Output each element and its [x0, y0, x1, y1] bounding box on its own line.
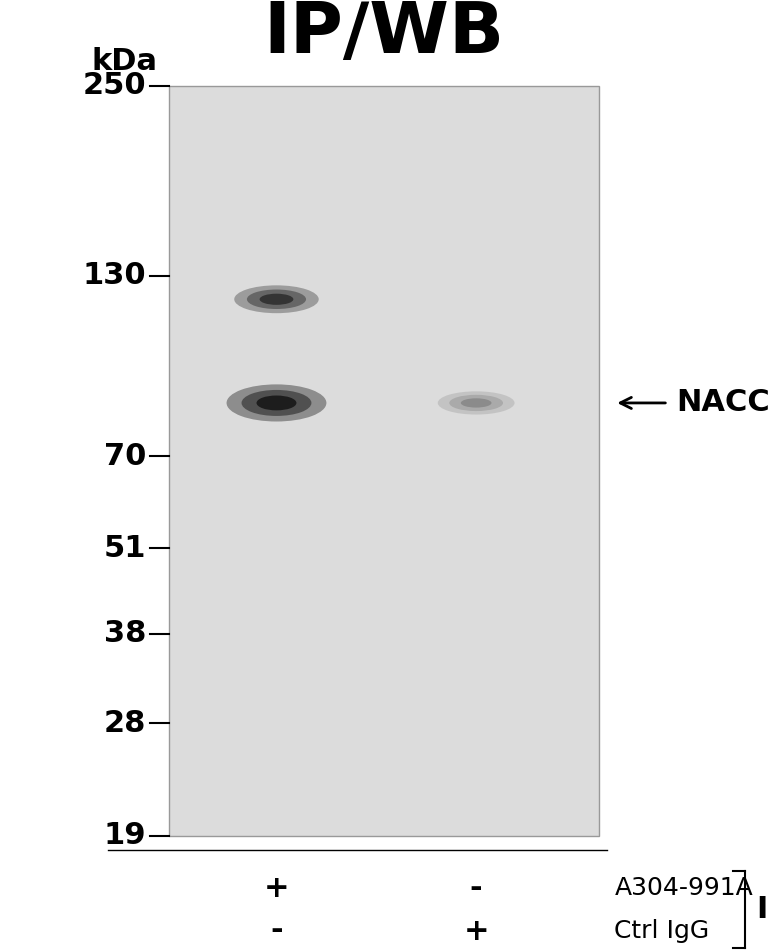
Ellipse shape [461, 398, 492, 408]
Ellipse shape [260, 294, 293, 305]
Ellipse shape [227, 385, 326, 422]
Ellipse shape [449, 395, 503, 411]
Ellipse shape [438, 391, 515, 414]
Text: kDa: kDa [91, 48, 157, 76]
Text: IP: IP [756, 895, 768, 924]
Text: 70: 70 [104, 442, 146, 471]
Text: IP/WB: IP/WB [263, 0, 505, 67]
Text: 28: 28 [104, 709, 146, 737]
Ellipse shape [241, 390, 312, 416]
Text: 38: 38 [104, 619, 146, 649]
Text: -: - [270, 917, 283, 945]
Ellipse shape [257, 395, 296, 410]
Text: -: - [470, 874, 482, 902]
Ellipse shape [234, 285, 319, 314]
Text: A304-991A: A304-991A [614, 876, 753, 901]
Text: +: + [463, 917, 489, 945]
Text: 51: 51 [104, 534, 146, 562]
Ellipse shape [247, 290, 306, 309]
Text: 19: 19 [103, 822, 146, 850]
Text: Ctrl IgG: Ctrl IgG [614, 919, 710, 943]
Bar [169, 86, 599, 836]
Text: NACC2: NACC2 [676, 389, 768, 417]
Text: 250: 250 [82, 71, 146, 100]
Text: +: + [263, 874, 290, 902]
Text: 130: 130 [82, 261, 146, 290]
